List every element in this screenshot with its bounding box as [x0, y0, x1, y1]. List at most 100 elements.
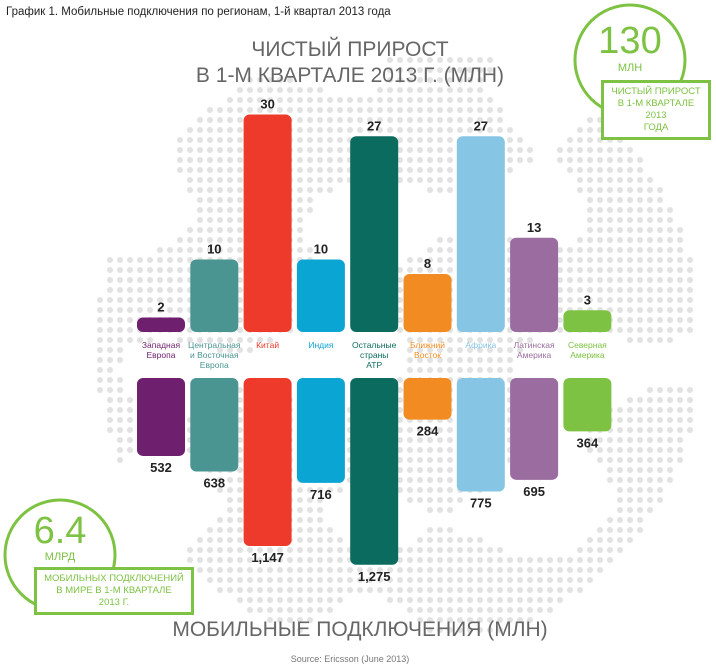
map-dot — [497, 367, 503, 373]
map-dot — [317, 187, 323, 193]
map-dot — [227, 487, 233, 493]
map-dot — [487, 57, 493, 63]
map-dot — [157, 307, 163, 313]
map-dot — [427, 247, 433, 253]
map-dot — [477, 607, 483, 613]
map-dot — [477, 587, 483, 593]
map-dot — [487, 547, 493, 553]
map-dot — [337, 97, 343, 103]
map-dot — [377, 567, 383, 573]
map-dot — [437, 487, 443, 493]
map-dot — [307, 507, 313, 513]
map-dot — [507, 617, 513, 623]
map-dot — [467, 107, 473, 113]
map-dot — [647, 497, 653, 503]
map-dot — [577, 287, 583, 293]
map-dot — [597, 187, 603, 193]
map-dot — [437, 97, 443, 103]
map-dot — [527, 557, 533, 563]
map-dot — [597, 537, 603, 543]
map-dot — [547, 567, 553, 573]
map-dot — [397, 447, 403, 453]
map-dot — [317, 97, 323, 103]
map-dot — [497, 347, 503, 353]
map-dot — [527, 617, 533, 623]
map-dot — [417, 547, 423, 553]
map-dot — [597, 557, 603, 563]
map-dot — [267, 547, 273, 553]
map-dot — [527, 147, 533, 153]
map-dot — [247, 97, 253, 103]
map-dot — [307, 187, 313, 193]
category-label-line: Америка — [517, 350, 552, 360]
map-dot — [457, 337, 463, 343]
map-dot — [687, 417, 693, 423]
map-dot — [617, 317, 623, 323]
map-dot — [597, 247, 603, 253]
map-dot — [627, 437, 633, 443]
map-dot — [337, 577, 343, 583]
map-dot — [307, 107, 313, 113]
map-dot — [677, 307, 683, 313]
map-dot — [307, 137, 313, 143]
map-dot — [437, 607, 443, 613]
map-dot — [437, 87, 443, 93]
map-dot — [117, 377, 123, 383]
map-dot — [577, 167, 583, 173]
map-dot — [177, 137, 183, 143]
map-dot — [327, 147, 333, 153]
map-dot — [367, 97, 373, 103]
map-dot — [197, 247, 203, 253]
map-dot — [177, 247, 183, 253]
category-label-line: страны — [360, 350, 388, 360]
map-dot — [297, 557, 303, 563]
map-dot — [597, 267, 603, 273]
map-dot — [237, 587, 243, 593]
map-dot — [187, 187, 193, 193]
map-dot — [177, 297, 183, 303]
map-dot — [427, 587, 433, 593]
map-dot — [447, 597, 453, 603]
map-dot — [607, 547, 613, 553]
map-dot — [427, 617, 433, 623]
map-dot — [507, 157, 513, 163]
map-dot — [237, 417, 243, 423]
subscriptions-value-label: 284 — [417, 424, 439, 439]
map-dot — [437, 627, 443, 633]
map-dot — [257, 547, 263, 553]
map-dot — [97, 357, 103, 363]
map-dot — [517, 347, 523, 353]
map-dot — [397, 147, 403, 153]
map-dot — [357, 107, 363, 113]
map-dot — [647, 507, 653, 513]
category-label-line: Восток — [414, 350, 441, 360]
map-dot — [127, 267, 133, 273]
map-dot — [657, 317, 663, 323]
map-dot — [677, 277, 683, 283]
map-dot — [367, 107, 373, 113]
map-dot — [617, 157, 623, 163]
map-dot — [397, 327, 403, 333]
map-dot — [177, 167, 183, 173]
map-dot — [197, 537, 203, 543]
map-dot — [657, 427, 663, 433]
net-growth-value-label: 27 — [474, 118, 488, 133]
map-dot — [277, 567, 283, 573]
map-dot — [667, 387, 673, 393]
map-dot — [197, 147, 203, 153]
map-dot — [627, 497, 633, 503]
map-dot — [117, 457, 123, 463]
map-dot — [307, 597, 313, 603]
map-dot — [567, 137, 573, 143]
map-dot — [307, 177, 313, 183]
map-dot — [597, 177, 603, 183]
map-dot — [637, 317, 643, 323]
map-dot — [577, 177, 583, 183]
map-dot — [617, 467, 623, 473]
map-dot — [237, 347, 243, 353]
map-dot — [547, 557, 553, 563]
map-dot — [517, 607, 523, 613]
map-dot — [617, 307, 623, 313]
map-dot — [427, 367, 433, 373]
net-growth-value-label: 8 — [424, 256, 431, 271]
